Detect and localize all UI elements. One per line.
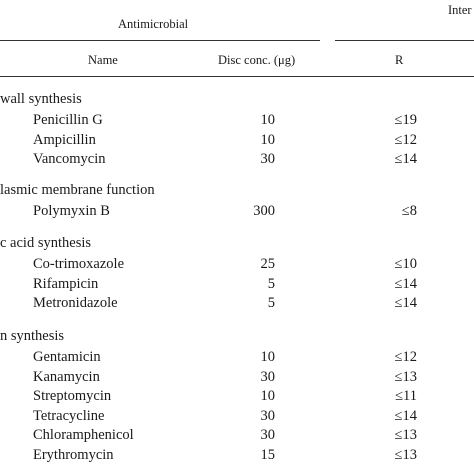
antimicrobial-group-header: Antimicrobial [118, 17, 189, 31]
disc-concentration: 10 [260, 388, 276, 405]
resistant-breakpoint: ≤13 [394, 368, 417, 385]
resistant-breakpoint: ≤11 [395, 388, 417, 405]
resistant-breakpoint: ≤14 [394, 275, 417, 292]
antimicrobial-name: Co-trimoxazole [33, 256, 125, 272]
antimicrobial-name: Rifampicin [33, 275, 99, 292]
disc-concentration: 30 [260, 427, 276, 444]
antimicrobial-name: Chloramphenicol [33, 427, 134, 444]
disc-concentration: 30 [260, 151, 276, 168]
antimicrobial-name: Vancomycin [33, 151, 106, 168]
antimicrobial-name: Tetracycline [33, 407, 105, 424]
antimicrobial-name: Metronidazole [33, 295, 118, 312]
disc-concentration: 15 [260, 447, 276, 463]
group-header-rule-right [335, 40, 474, 41]
disc-concentration: 10 [260, 112, 276, 128]
resistant-breakpoint: ≤14 [394, 407, 417, 424]
section-heading: c acid synthesis [0, 235, 92, 251]
column-header-name: Name [88, 53, 118, 67]
disc-concentration: 5 [267, 275, 275, 292]
interpretation-header-partial: Inter [448, 3, 472, 17]
resistant-breakpoint: ≤12 [394, 131, 417, 148]
column-header-rule [0, 76, 474, 77]
antimicrobial-name: Polymyxin B [33, 203, 110, 219]
disc-concentration: 300 [253, 203, 275, 219]
disc-concentration: 30 [260, 368, 276, 385]
resistant-breakpoint: ≤10 [394, 256, 417, 272]
disc-concentration: 10 [260, 349, 276, 365]
antimicrobial-name: Gentamicin [33, 349, 101, 365]
section-heading: lasmic membrane function [0, 182, 155, 198]
disc-concentration: 25 [260, 256, 276, 272]
column-header-r: R [395, 53, 404, 67]
disc-concentration: 5 [267, 295, 275, 312]
resistant-breakpoint: ≤12 [394, 349, 417, 365]
disc-concentration: 10 [260, 131, 276, 148]
resistant-breakpoint: ≤13 [394, 427, 417, 444]
section-heading: n synthesis [0, 328, 65, 344]
antimicrobial-name: Kanamycin [33, 368, 100, 385]
column-header-disc-conc: Disc conc. (μg) [218, 53, 296, 67]
resistant-breakpoint: ≤19 [394, 112, 417, 128]
antimicrobial-name: Penicillin G [33, 112, 103, 128]
disc-concentration: 30 [260, 407, 276, 424]
resistant-breakpoint: ≤14 [394, 151, 417, 168]
antimicrobial-name: Streptomycin [33, 388, 112, 405]
resistant-breakpoint: ≤8 [401, 203, 417, 219]
resistant-breakpoint: ≤14 [394, 295, 417, 312]
group-header-rule [0, 40, 320, 41]
antimicrobial-name: Ampicillin [33, 131, 96, 148]
resistant-breakpoint: ≤13 [394, 447, 417, 463]
section-heading: wall synthesis [0, 91, 82, 107]
antimicrobial-name: Erythromycin [33, 447, 114, 463]
